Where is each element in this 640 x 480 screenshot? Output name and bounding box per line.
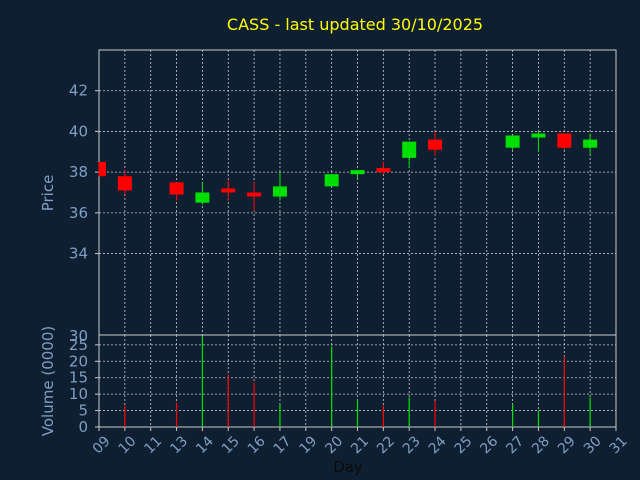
candle-body <box>402 141 417 158</box>
volume-tick-label: 10 <box>69 385 88 403</box>
volume-axis-label: Volume (0000) <box>39 326 57 436</box>
volume-tick-label: 25 <box>69 336 88 354</box>
candle-body <box>324 174 339 187</box>
candle-body <box>169 182 184 195</box>
price-grid <box>98 50 617 335</box>
candle-body <box>195 192 210 203</box>
volume-top-label: 30 <box>69 327 88 345</box>
chart-title: CASS - last updated 30/10/2025 <box>227 15 483 34</box>
candle-body <box>583 139 598 148</box>
candle-body <box>350 170 365 175</box>
candle-body <box>247 192 262 197</box>
volume-tick-label: 0 <box>78 418 88 436</box>
volume-series <box>124 336 591 427</box>
price-tick-label: 40 <box>69 122 88 140</box>
candle-body <box>505 135 520 148</box>
price-tick-label: 34 <box>69 245 88 263</box>
volume-tick-label: 15 <box>69 369 88 387</box>
candle-body <box>428 139 443 150</box>
price-axis: 34 36 38 40 42 <box>69 82 99 263</box>
price-tick-label: 38 <box>69 163 88 181</box>
candle-body <box>557 133 572 148</box>
volume-tick-label: 5 <box>78 402 88 420</box>
candle-body <box>376 168 391 173</box>
volume-tick-label: 20 <box>69 352 88 370</box>
price-axis-label: Price <box>39 175 57 212</box>
candlestick-series <box>98 131 598 211</box>
candle-body <box>531 133 546 138</box>
candle-body <box>272 186 287 197</box>
x-axis-label: Day <box>333 458 363 476</box>
price-tick-label: 42 <box>69 82 88 100</box>
candle-body <box>99 161 106 177</box>
candle-body <box>117 176 132 191</box>
price-tick-label: 36 <box>69 204 88 222</box>
candle-body <box>221 188 236 193</box>
